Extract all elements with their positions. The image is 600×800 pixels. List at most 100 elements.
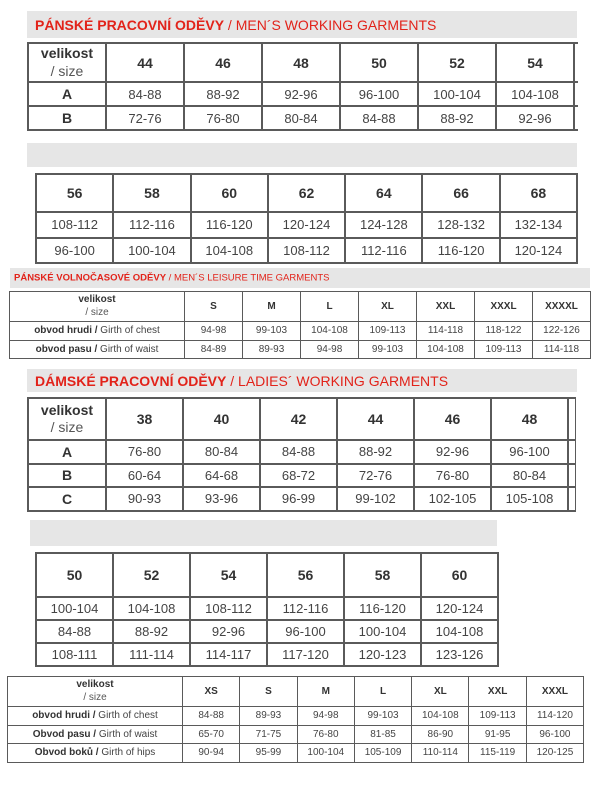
- measurement-cell: 96-100: [525, 724, 585, 744]
- table-row: A 84-88 88-92 92-96 96-100 100-104 104-108: [27, 81, 578, 107]
- measurement-cell: 99-103: [353, 706, 413, 726]
- size-table-grid: 56 58 60 62 64 66 68 108-112 112-116 116-120 120-1…: [35, 173, 578, 264]
- measurement-cell: 99-103: [242, 321, 301, 341]
- measurement-cell: 76-80: [183, 105, 263, 131]
- row-label-cz: B: [61, 467, 73, 484]
- row-label-en: Girth of chest: [97, 325, 160, 337]
- section-title: PÁNSKÉ VOLNOČASOVÉ ODĚVY / MEN´S LEISURE…: [14, 272, 330, 284]
- size-header-cell: 46: [413, 397, 492, 441]
- cut-off-cell: [567, 462, 576, 488]
- table-row: obvod hrudi / Girth of chest 94-98 99-103 1…: [9, 321, 591, 341]
- measurement-cell: 99-102: [336, 486, 415, 512]
- measurement-cell: 116-120: [343, 596, 422, 621]
- measurement-cell: 120-124: [266, 211, 347, 239]
- size-label-cell: velikost / size: [9, 291, 185, 322]
- cut-off-cell: [573, 81, 578, 107]
- size-header-cell: 54: [189, 552, 268, 598]
- size-header-cell: 68: [498, 173, 578, 213]
- row-label-en: Girth of hips: [98, 747, 156, 759]
- measurement-cell: 128-132: [421, 211, 501, 239]
- size-header-cell: 58: [112, 173, 192, 213]
- size-table-grid: velikost / size S M L XL XXL XXXL XXXXL obvod hru…: [9, 291, 591, 359]
- measurement-cell: 76-80: [105, 439, 184, 465]
- row-label-cz: Obvod pasu /: [32, 728, 97, 740]
- section-title: PÁNSKÉ PRACOVNÍ ODĚVY / MEN´S WORKING GA…: [35, 16, 437, 33]
- size-header-cell: 52: [112, 552, 191, 598]
- measurement-cell: 94-98: [184, 321, 243, 341]
- size-label-cz: velikost: [40, 401, 94, 418]
- table-row: 96-100 100-104 104-108 108-112 112-116 116-12…: [35, 236, 578, 264]
- size-label-cz: velikost: [78, 294, 116, 305]
- measurement-cell: 76-80: [413, 462, 492, 488]
- measurement-cell: 109-113: [358, 321, 417, 341]
- measurement-cell: 132-134: [498, 211, 578, 239]
- size-label-cz: velikost: [40, 45, 94, 61]
- size-header-cell: 46: [183, 42, 263, 83]
- size-header-cell: XXXL: [474, 291, 533, 322]
- measurement-cell: 96-100: [266, 619, 345, 644]
- measurement-cell: 116-120: [421, 236, 501, 264]
- measurement-cell: 96-100: [339, 81, 419, 107]
- measurement-cell: 124-128: [344, 211, 424, 239]
- measurement-cell: 99-103: [358, 339, 417, 359]
- measurement-cell: 111-114: [112, 642, 191, 667]
- measurement-cell: 100-104: [35, 596, 114, 621]
- size-header-cell: 40: [182, 397, 261, 441]
- size-label-en: / size: [83, 691, 107, 703]
- measurement-cell: 122-126: [532, 321, 591, 341]
- row-label-cell: C: [27, 486, 107, 512]
- size-header-cell: XL: [358, 291, 417, 322]
- size-table: velikost / size S M L XL XXL XXXL XXXXL obvod hru…: [9, 291, 592, 360]
- measurement-cell: 84-89: [184, 339, 243, 359]
- row-label-cell: obvod hrudi / Girth of chest: [7, 706, 183, 726]
- measurement-cell: 108-112: [35, 211, 115, 239]
- size-table: velikost / size XS S M L XL XXL XXXL obvod hrudi …: [7, 676, 588, 766]
- measurement-cell: 90-93: [105, 486, 184, 512]
- measurement-cell: 64-68: [182, 462, 261, 488]
- size-header-cell: XXL: [416, 291, 475, 322]
- row-label-cell: B: [27, 462, 107, 488]
- cut-off-cell: [573, 42, 578, 83]
- row-label-en: Girth of waist: [96, 728, 158, 740]
- size-table-grid: velikost / size 38 40 42 44 46 48 A 76-80 80-84 84-…: [27, 397, 576, 512]
- size-header-cell: 66: [421, 173, 501, 213]
- row-label-cell: B: [27, 105, 107, 131]
- row-label-cz: A: [61, 86, 73, 102]
- measurement-cell: 72-76: [336, 462, 415, 488]
- row-label-cz: Obvod boků /: [34, 747, 99, 759]
- measurement-cell: 84-88: [105, 81, 185, 107]
- size-header-cell: XXXL: [525, 676, 585, 707]
- measurement-cell: 105-109: [353, 743, 413, 763]
- measurement-cell: 96-100: [35, 236, 115, 264]
- row-label-cz: obvod hrudi /: [32, 710, 96, 722]
- measurement-cell: 100-104: [343, 619, 422, 644]
- row-label-cz: obvod hrudi /: [34, 325, 98, 337]
- size-header-cell: L: [353, 676, 413, 707]
- size-table: 56 58 60 62 64 66 68 108-112 112-116 116-120 120-1…: [35, 173, 578, 265]
- cut-off-cell: [567, 439, 576, 465]
- size-header-cell: 56: [35, 173, 115, 213]
- size-table-grid: 50 52 54 56 58 60 100-104 104-108 108-112 112-116…: [35, 552, 499, 667]
- size-label-en: / size: [50, 419, 84, 435]
- measurement-cell: 84-88: [35, 619, 114, 644]
- size-header-cell: 44: [336, 397, 415, 441]
- size-header-cell: M: [242, 291, 301, 322]
- row-label-en: Girth of waist: [97, 343, 159, 355]
- cut-off-cell: [573, 105, 578, 131]
- section-band: [27, 143, 577, 167]
- size-label-cell: velikost / size: [27, 397, 107, 441]
- size-header-cell: XXXXL: [532, 291, 591, 322]
- measurement-cell: 109-113: [468, 706, 527, 726]
- measurement-cell: 65-70: [181, 724, 241, 744]
- measurement-cell: 105-108: [490, 486, 569, 512]
- table-row: C 90-93 93-96 96-99 99-102 102-105 105-108: [27, 486, 576, 512]
- measurement-cell: 96-99: [259, 486, 338, 512]
- table-row: 108-111 111-114 114-117 117-120 120-123 123-1…: [35, 642, 499, 667]
- cut-off-cell: [567, 486, 576, 512]
- size-label-cell: velikost / size: [7, 676, 183, 707]
- measurement-cell: 118-122: [474, 321, 533, 341]
- measurement-cell: 114-118: [416, 321, 475, 341]
- measurement-cell: 100-104: [417, 81, 497, 107]
- size-header-cell: XL: [411, 676, 470, 707]
- measurement-cell: 108-111: [35, 642, 114, 667]
